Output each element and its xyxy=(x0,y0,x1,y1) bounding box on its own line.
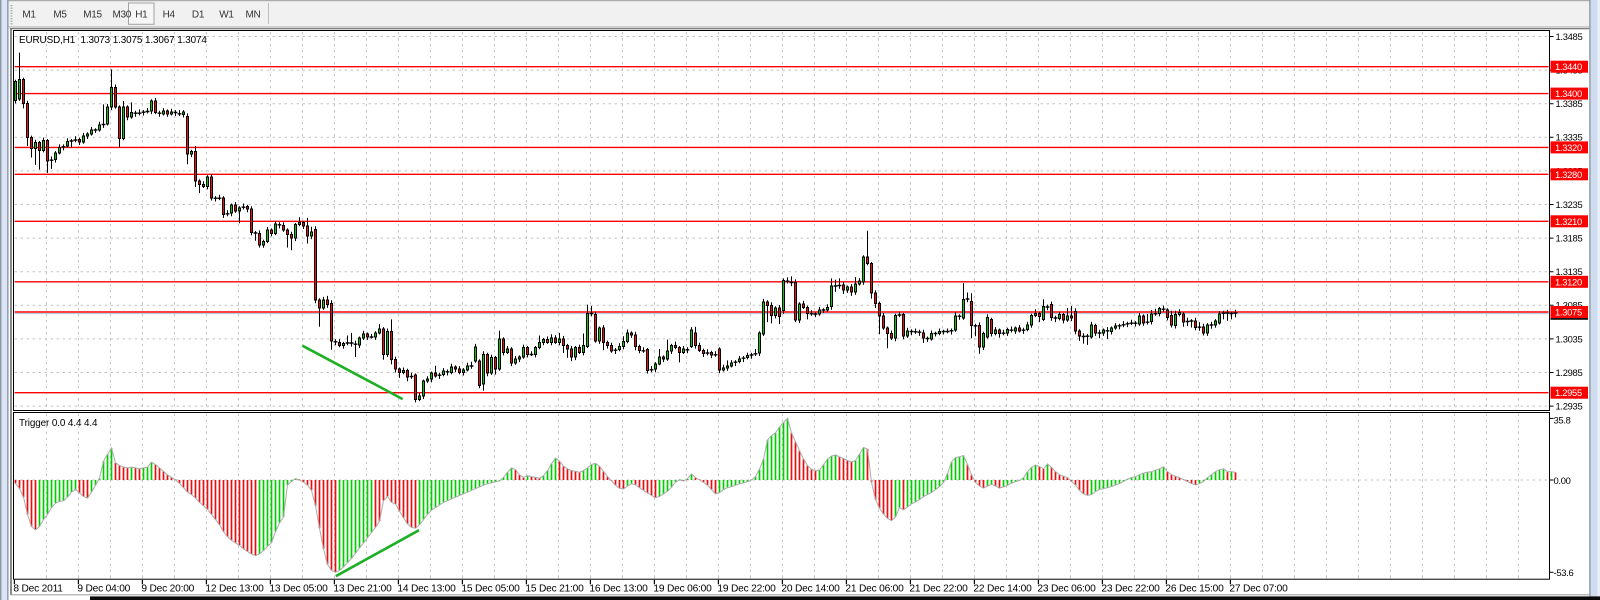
svg-text:1.2955: 1.2955 xyxy=(1555,387,1582,398)
svg-text:1.3235: 1.3235 xyxy=(1556,199,1583,210)
svg-text:1.3120: 1.3120 xyxy=(1555,276,1582,287)
svg-text:M5: M5 xyxy=(53,9,67,20)
svg-text:15 Dec 05:00: 15 Dec 05:00 xyxy=(461,584,520,595)
svg-text:MN: MN xyxy=(246,9,261,20)
svg-text:20 Dec 14:00: 20 Dec 14:00 xyxy=(781,584,840,595)
svg-text:1.3440: 1.3440 xyxy=(1555,61,1582,72)
svg-text:12 Dec 13:00: 12 Dec 13:00 xyxy=(205,584,264,595)
svg-text:19 Dec 06:00: 19 Dec 06:00 xyxy=(653,584,712,595)
svg-text:35.8: 35.8 xyxy=(1554,415,1571,426)
svg-text:14 Dec 13:00: 14 Dec 13:00 xyxy=(397,584,456,595)
svg-text:23 Dec 22:00: 23 Dec 22:00 xyxy=(1101,584,1160,595)
svg-text:8 Dec 2011: 8 Dec 2011 xyxy=(13,584,63,595)
svg-text:-53.6: -53.6 xyxy=(1554,567,1574,578)
svg-text:1.2935: 1.2935 xyxy=(1556,401,1583,412)
svg-text:Trigger 0.0 4.4 4.4: Trigger 0.0 4.4 4.4 xyxy=(19,418,98,429)
svg-text:22 Dec 14:00: 22 Dec 14:00 xyxy=(973,584,1032,595)
svg-text:M1: M1 xyxy=(22,9,36,20)
svg-text:1.3400: 1.3400 xyxy=(1555,88,1582,99)
svg-text:1.3335: 1.3335 xyxy=(1556,132,1583,143)
svg-text:1.3280: 1.3280 xyxy=(1555,169,1582,180)
svg-text:1.3035: 1.3035 xyxy=(1556,333,1583,344)
svg-text:W1: W1 xyxy=(219,9,234,20)
svg-text:16 Dec 13:00: 16 Dec 13:00 xyxy=(589,584,648,595)
svg-text:1.3385: 1.3385 xyxy=(1556,98,1583,109)
svg-text:1.3485: 1.3485 xyxy=(1556,31,1583,42)
svg-text:M15: M15 xyxy=(83,9,102,20)
svg-text:M30: M30 xyxy=(113,9,132,20)
svg-text:H4: H4 xyxy=(163,9,176,20)
svg-text:21 Dec 06:00: 21 Dec 06:00 xyxy=(845,584,904,595)
svg-text:H1: H1 xyxy=(135,9,148,20)
svg-text:19 Dec 22:00: 19 Dec 22:00 xyxy=(717,584,776,595)
svg-text:0.00: 0.00 xyxy=(1554,475,1571,486)
svg-text:9 Dec 04:00: 9 Dec 04:00 xyxy=(77,584,130,595)
svg-text:13 Dec 05:00: 13 Dec 05:00 xyxy=(269,584,328,595)
svg-text:1.2985: 1.2985 xyxy=(1556,367,1583,378)
svg-text:EURUSD,H1 1.3073 1.3075 1.306: EURUSD,H1 1.3073 1.3075 1.3067 1.3074 xyxy=(19,35,207,46)
svg-text:1.3320: 1.3320 xyxy=(1555,142,1582,153)
svg-text:1.3085: 1.3085 xyxy=(1556,300,1583,311)
svg-text:D1: D1 xyxy=(192,9,205,20)
svg-text:26 Dec 15:00: 26 Dec 15:00 xyxy=(1165,584,1224,595)
svg-text:21 Dec 22:00: 21 Dec 22:00 xyxy=(909,584,968,595)
svg-text:9 Dec 20:00: 9 Dec 20:00 xyxy=(141,584,194,595)
svg-text:1.3210: 1.3210 xyxy=(1555,216,1582,227)
svg-text:1.3185: 1.3185 xyxy=(1556,233,1583,244)
svg-text:15 Dec 21:00: 15 Dec 21:00 xyxy=(525,584,584,595)
svg-text:1.3075: 1.3075 xyxy=(1555,307,1582,318)
svg-text:27 Dec 07:00: 27 Dec 07:00 xyxy=(1229,584,1288,595)
svg-text:23 Dec 06:00: 23 Dec 06:00 xyxy=(1037,584,1096,595)
svg-text:1.3135: 1.3135 xyxy=(1556,266,1583,277)
svg-text:13 Dec 21:00: 13 Dec 21:00 xyxy=(333,584,392,595)
